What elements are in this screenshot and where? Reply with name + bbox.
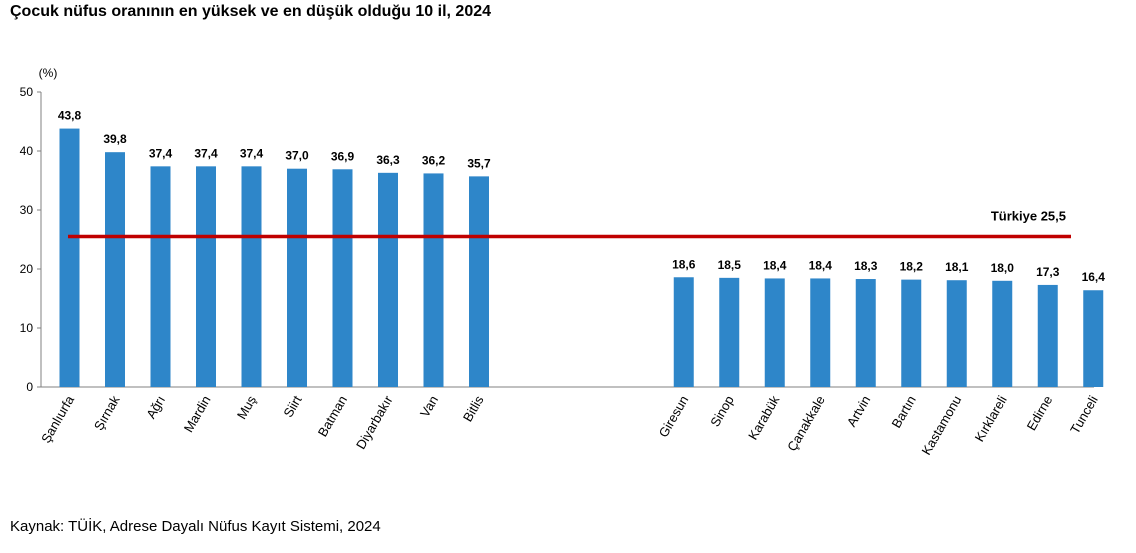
bar (241, 166, 262, 387)
bar (810, 278, 831, 387)
category-label: Çanakkale (784, 393, 828, 454)
chart-title: Çocuk nüfus oranının en yüksek ve en düş… (10, 3, 492, 20)
category-label: Ağrı (143, 393, 168, 421)
bar (423, 173, 444, 387)
data-label: 37,4 (240, 146, 264, 160)
category-label: Şırnak (91, 393, 123, 433)
bar (946, 280, 967, 387)
y-tick-label: 10 (20, 321, 34, 335)
bar (719, 277, 740, 387)
bar (332, 169, 353, 387)
data-label: 35,7 (467, 156, 491, 170)
y-tick-label: 0 (26, 380, 33, 394)
category-label: Sinop (707, 393, 737, 429)
category-label: Batman (315, 393, 350, 439)
category-label: Kastamonu (918, 393, 964, 457)
y-tick-label: 30 (20, 203, 34, 217)
data-label: 18,2 (900, 260, 924, 274)
y-axis-unit-label: (%) (39, 66, 58, 80)
data-label: 39,8 (103, 132, 127, 146)
data-label: 18,4 (763, 258, 787, 272)
category-label: Diyarbakır (353, 392, 396, 451)
bar (1037, 284, 1058, 387)
category-label: Tunceli (1067, 393, 1101, 436)
data-label: 36,3 (376, 153, 400, 167)
bar (378, 172, 398, 387)
category-label: Kırklareli (972, 393, 1010, 444)
data-label: 37,4 (149, 146, 173, 160)
data-label: 37,0 (285, 149, 309, 163)
bar (150, 166, 171, 387)
bar (105, 152, 125, 387)
category-label: Muş (234, 393, 260, 422)
y-tick-label: 20 (20, 262, 34, 276)
bar (992, 280, 1013, 387)
data-label: 18,0 (991, 261, 1015, 275)
data-label: 18,4 (809, 258, 833, 272)
data-label: 18,6 (672, 257, 696, 271)
data-label: 18,1 (945, 260, 969, 274)
bar (901, 279, 922, 387)
data-label: 43,8 (58, 109, 82, 123)
source-note: Kaynak: TÜİK, Adrese Dayalı Nüfus Kayıt … (10, 518, 381, 535)
data-label: 36,2 (422, 153, 446, 167)
data-label: 37,4 (194, 146, 218, 160)
axes: 0 10 20 30 40 50 (%) (20, 66, 1094, 394)
bar (469, 176, 489, 387)
category-label: Karabük (745, 393, 782, 443)
category-label: Edirne (1024, 393, 1056, 433)
y-tick-label: 50 (20, 85, 34, 99)
bar (59, 128, 80, 387)
category-label: Bartın (889, 393, 919, 431)
category-label: Van (417, 393, 441, 420)
bar (855, 279, 876, 387)
bar (287, 168, 307, 387)
reference-line-value: 25,5 (1041, 209, 1066, 224)
bar (764, 278, 785, 387)
data-label: 36,9 (331, 149, 355, 163)
bar (673, 277, 694, 387)
reference-line-name: Türkiye (991, 209, 1041, 224)
bar (196, 166, 216, 387)
data-label: 17,3 (1036, 265, 1060, 279)
category-label: Artvin (844, 393, 874, 429)
category-label: Şanlıurfa (38, 392, 77, 445)
data-label: 18,3 (854, 259, 878, 273)
bars (59, 128, 1104, 387)
y-tick-label: 40 (20, 144, 34, 158)
category-label: Bitlis (460, 393, 487, 425)
bar (1083, 290, 1104, 387)
reference-line-label: Türkiye 25,5 (991, 209, 1066, 224)
category-label: Siirt (280, 393, 304, 420)
data-label: 18,5 (718, 258, 742, 272)
category-label: Giresun (656, 393, 692, 440)
bar-chart: 0 10 20 30 40 50 (%) 43,8 Şanlıurfa 39,8 Şırnak 37… (20, 66, 1106, 457)
category-label: Mardin (181, 393, 214, 435)
data-label: 16,4 (1082, 270, 1106, 284)
